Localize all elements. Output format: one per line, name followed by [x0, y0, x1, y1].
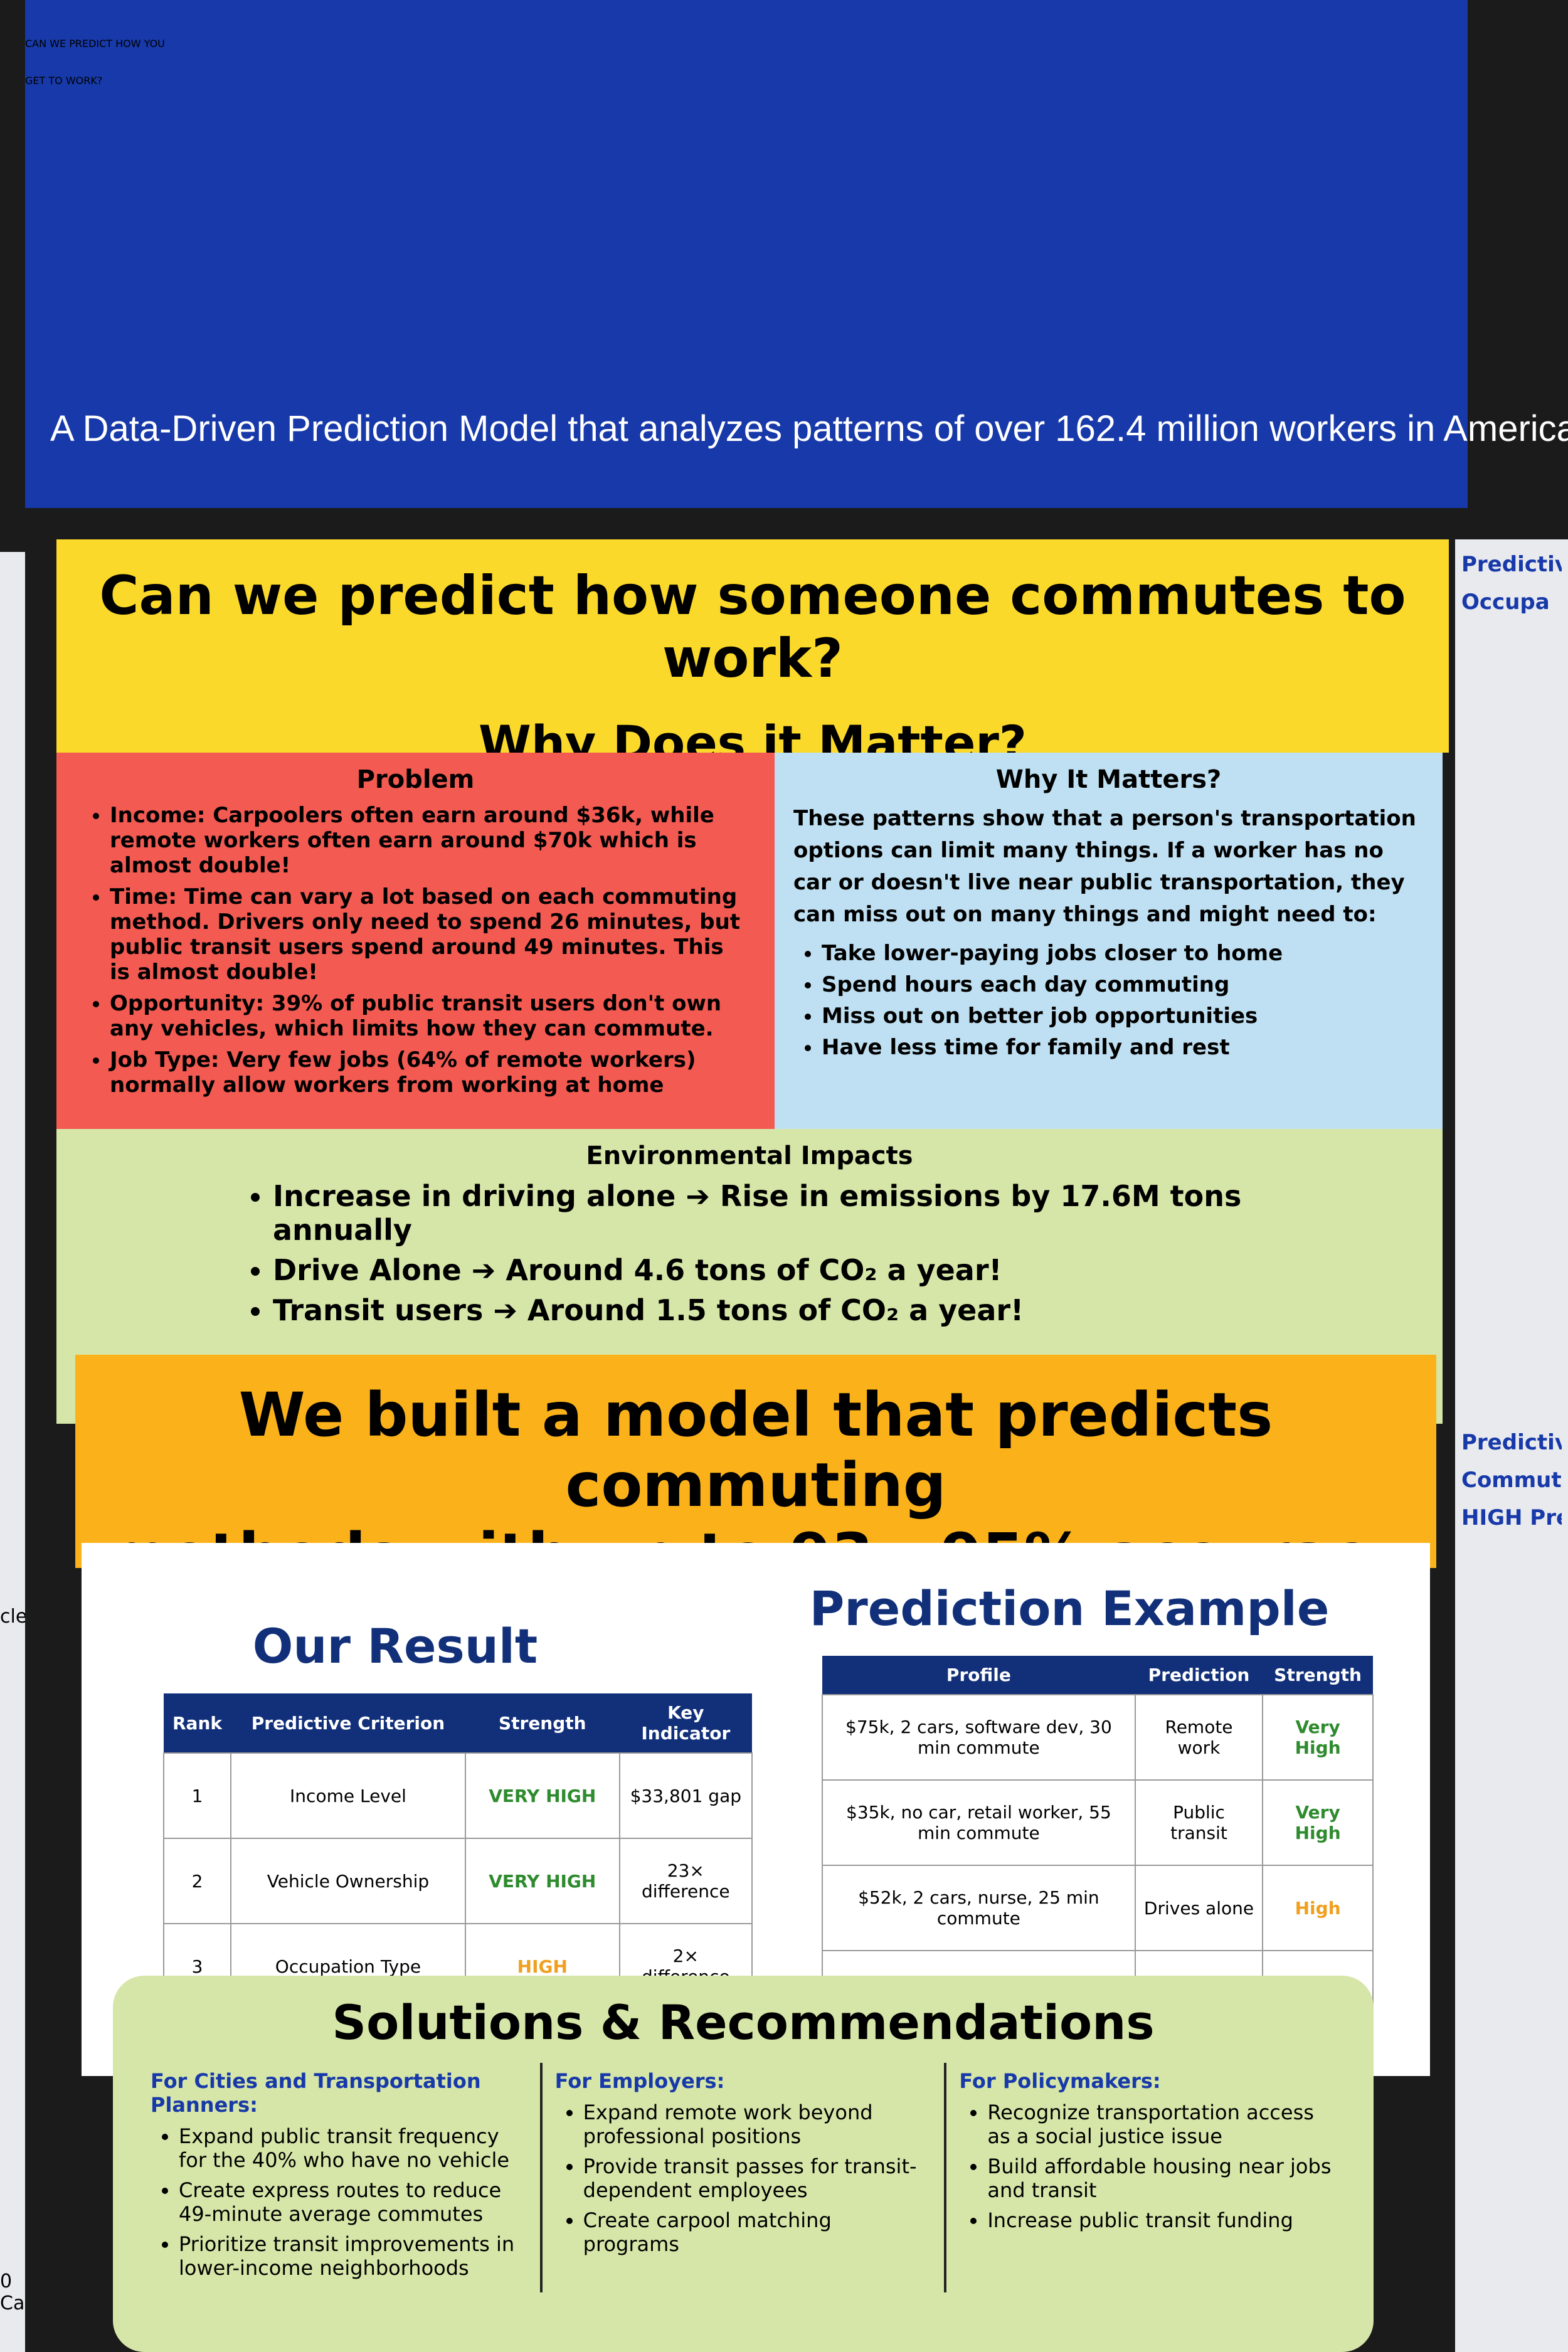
cell: 2: [162, 1838, 232, 1924]
title-line: GET TO WORK?: [25, 75, 103, 87]
bullet: Drive Alone ➔ Around 4.6 tons of CO₂ a y…: [273, 1253, 1254, 1287]
heading: Solutions & Recommendations: [332, 1994, 1155, 2050]
right-panel: Predictive Occupa Predictive Criteri Commut…: [1455, 539, 1568, 2352]
cell: $35k, no car, retail worker, 55 min comm…: [822, 1779, 1136, 1866]
solution-group: For Employers: Expand remote work beyond …: [539, 2063, 945, 2292]
bullet: Take lower-paying jobs closer to home: [822, 941, 1424, 966]
bullet: Income: Carpoolers often earn around $36…: [110, 803, 750, 878]
bullet: Expand remote work beyond professional p…: [583, 2100, 932, 2148]
question: Can we predict how someone commutes to w…: [99, 564, 1406, 690]
cell: Very High: [1262, 1779, 1374, 1866]
title-line: CAN WE PREDICT HOW YOU: [25, 38, 165, 50]
bullets: Expand remote work beyond professional p…: [555, 2100, 932, 2256]
column-header: Strength: [1263, 1656, 1373, 1695]
solution-group: For Cities and Transportation Planners: E…: [138, 2063, 540, 2292]
column-header: Strength: [465, 1693, 620, 1753]
bullets: Recognize transportation access as a soc…: [959, 2100, 1336, 2232]
side-text: Predictive Criteri: [1461, 1430, 1562, 1455]
bullet: Opportunity: 39% of public transit users…: [110, 991, 750, 1041]
cell: 23× difference: [618, 1838, 753, 1924]
column-header: Predictive Criterion: [231, 1693, 465, 1753]
model-banner: We built a model that predicts commuting…: [75, 1355, 1436, 1591]
bullet: Expand public transit frequency for the …: [179, 2124, 527, 2172]
header-row: Rank Predictive Criterion Strength Key Indi…: [164, 1693, 752, 1753]
solutions-box: Solutions & Recommendations For Cities an…: [113, 1976, 1374, 2352]
why-box: Why It Matters? These patterns show that …: [775, 753, 1443, 1129]
group-title: For Policymakers:: [959, 2069, 1161, 2093]
bullets: Expand public transit frequency for the …: [151, 2124, 527, 2280]
row: 2 Vehicle Ownership VERY HIGH 23× differenc…: [162, 1838, 753, 1924]
bullet: Time: Time can vary a lot based on each …: [110, 884, 750, 985]
cell: Drives alone: [1134, 1865, 1264, 1951]
headline-line: We built a model that predicts commuting: [238, 1380, 1273, 1520]
cell: VERY HIGH: [464, 1838, 620, 1924]
side-text: 0 Cars: [0, 2270, 25, 2314]
bullet: Create carpool matching programs: [583, 2208, 932, 2256]
bullet: Spend hours each day commuting: [822, 972, 1424, 997]
column-header: Key Indicator: [619, 1693, 752, 1753]
heading: Our Result: [252, 1618, 538, 1674]
bullet: Increase public transit funding: [987, 2208, 1336, 2232]
cell: VERY HIGH: [464, 1752, 620, 1839]
row: $75k, 2 cars, software dev, 30 min commu…: [822, 1694, 1374, 1781]
cell: 1: [162, 1752, 232, 1839]
column-header: Rank: [164, 1693, 231, 1753]
bullet: Transit users ➔ Around 1.5 tons of CO₂ a…: [273, 1293, 1254, 1327]
column-header: Prediction: [1135, 1656, 1263, 1695]
left-panel: [0, 552, 25, 2352]
cell: $75k, 2 cars, software dev, 30 min commu…: [822, 1694, 1136, 1781]
side-text: Predictive: [1461, 552, 1562, 577]
cell: $52k, 2 cars, nurse, 25 min commute: [822, 1865, 1136, 1951]
side-text: HIGH Predictive Streng: [1461, 1505, 1562, 1530]
text: These patterns show that a person's tran…: [793, 806, 1416, 927]
bullet: Prioritize transit improvements in lower…: [179, 2232, 527, 2280]
group-title: For Employers:: [554, 2069, 725, 2093]
row: $35k, no car, retail worker, 55 min comm…: [822, 1779, 1374, 1866]
side-text: cle: [0, 1606, 25, 1628]
cell: Very High: [1262, 1694, 1374, 1781]
bullet: Miss out on better job opportunities: [822, 1004, 1424, 1029]
cell: High: [1262, 1865, 1374, 1951]
heading: Why It Matters?: [995, 765, 1222, 794]
cell: Remote work: [1134, 1694, 1264, 1781]
row: $52k, 2 cars, nurse, 25 min commute Drive…: [822, 1865, 1374, 1951]
bullet: Job Type: Very few jobs (64% of remote w…: [110, 1047, 750, 1098]
bullet: Recognize transportation access as a soc…: [987, 2100, 1336, 2148]
subtitle: A Data-Driven Prediction Model that anal…: [50, 408, 1568, 449]
header-row: Profile Prediction Strength: [822, 1656, 1373, 1695]
cell: Income Level: [230, 1752, 466, 1839]
heading: Environmental Impacts: [586, 1142, 913, 1170]
side-text: Occupa: [1461, 590, 1550, 615]
group-title: For Cities and Transportation Planners:: [151, 2069, 481, 2117]
bullet: Create express routes to reduce 49-minut…: [179, 2178, 527, 2226]
bullet: Build affordable housing near jobs and t…: [987, 2154, 1336, 2202]
cell: Public transit: [1134, 1779, 1264, 1866]
cell: $33,801 gap: [618, 1752, 753, 1839]
cell: Vehicle Ownership: [230, 1838, 466, 1924]
row: 1 Income Level VERY HIGH $33,801 gap: [162, 1752, 753, 1839]
problem-box: Problem Income: Carpoolers often earn aro…: [56, 753, 775, 1167]
column-header: Profile: [822, 1656, 1135, 1695]
side-text: Commute Dura: [1461, 1468, 1562, 1493]
solution-group: For Policymakers: Recognize transportatio…: [944, 2063, 1348, 2292]
header: CAN WE PREDICT HOW YOU GET TO WORK? A Data…: [25, 0, 1568, 508]
bullet: Provide transit passes for transit-depen…: [583, 2154, 932, 2202]
heading: Problem: [356, 765, 475, 794]
intro: Can we predict how someone commutes to w…: [56, 539, 1449, 771]
bullet: Increase in driving alone ➔ Rise in emis…: [273, 1179, 1254, 1247]
bullet: Have less time for family and rest: [822, 1035, 1424, 1060]
heading: Prediction Example: [809, 1581, 1330, 1636]
